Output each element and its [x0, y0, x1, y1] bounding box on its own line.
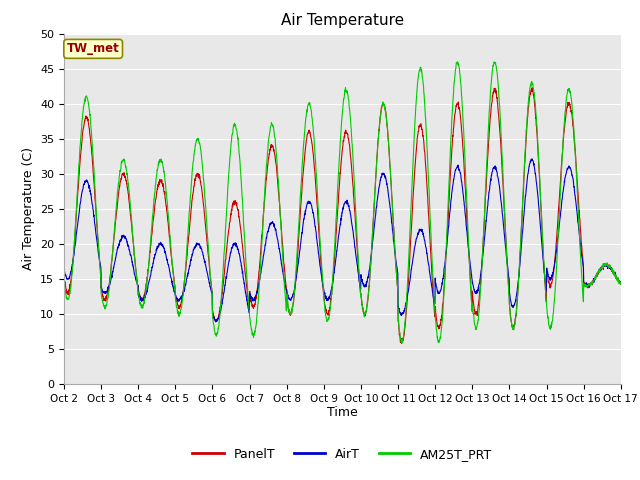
Title: Air Temperature: Air Temperature: [281, 13, 404, 28]
AirT: [584, 284, 591, 289]
PanelT: [371, 199, 378, 205]
Line: AM25T_PRT: AM25T_PRT: [64, 62, 621, 343]
Line: AirT: AirT: [64, 159, 621, 322]
PanelT: [568, 110, 575, 116]
AirT: [528, 156, 536, 162]
PanelT: [617, 281, 625, 287]
Line: PanelT: PanelT: [64, 88, 621, 343]
AM25T_PRT: [398, 340, 406, 346]
AirT: [358, 279, 366, 285]
PanelT: [584, 284, 591, 289]
AirT: [617, 279, 625, 285]
AM25T_PRT: [568, 101, 575, 107]
AM25T_PRT: [584, 284, 591, 289]
AirT: [504, 270, 512, 276]
X-axis label: Time: Time: [327, 407, 358, 420]
AM25T_PRT: [215, 318, 223, 324]
AirT: [60, 266, 68, 272]
Legend: PanelT, AirT, AM25T_PRT: PanelT, AirT, AM25T_PRT: [188, 443, 497, 466]
AM25T_PRT: [617, 281, 625, 287]
PanelT: [358, 301, 366, 307]
AM25T_PRT: [60, 276, 68, 282]
PanelT: [504, 272, 512, 278]
PanelT: [398, 340, 406, 346]
AM25T_PRT: [371, 200, 378, 205]
Text: TW_met: TW_met: [67, 42, 120, 55]
PanelT: [215, 311, 223, 317]
PanelT: [60, 274, 68, 279]
AirT: [371, 220, 378, 226]
AM25T_PRT: [504, 283, 512, 288]
PanelT: [528, 85, 536, 91]
AM25T_PRT: [358, 303, 366, 309]
AirT: [212, 319, 220, 324]
AirT: [216, 313, 223, 319]
Y-axis label: Air Temperature (C): Air Temperature (C): [22, 147, 35, 270]
AirT: [568, 172, 575, 178]
AM25T_PRT: [454, 59, 461, 65]
